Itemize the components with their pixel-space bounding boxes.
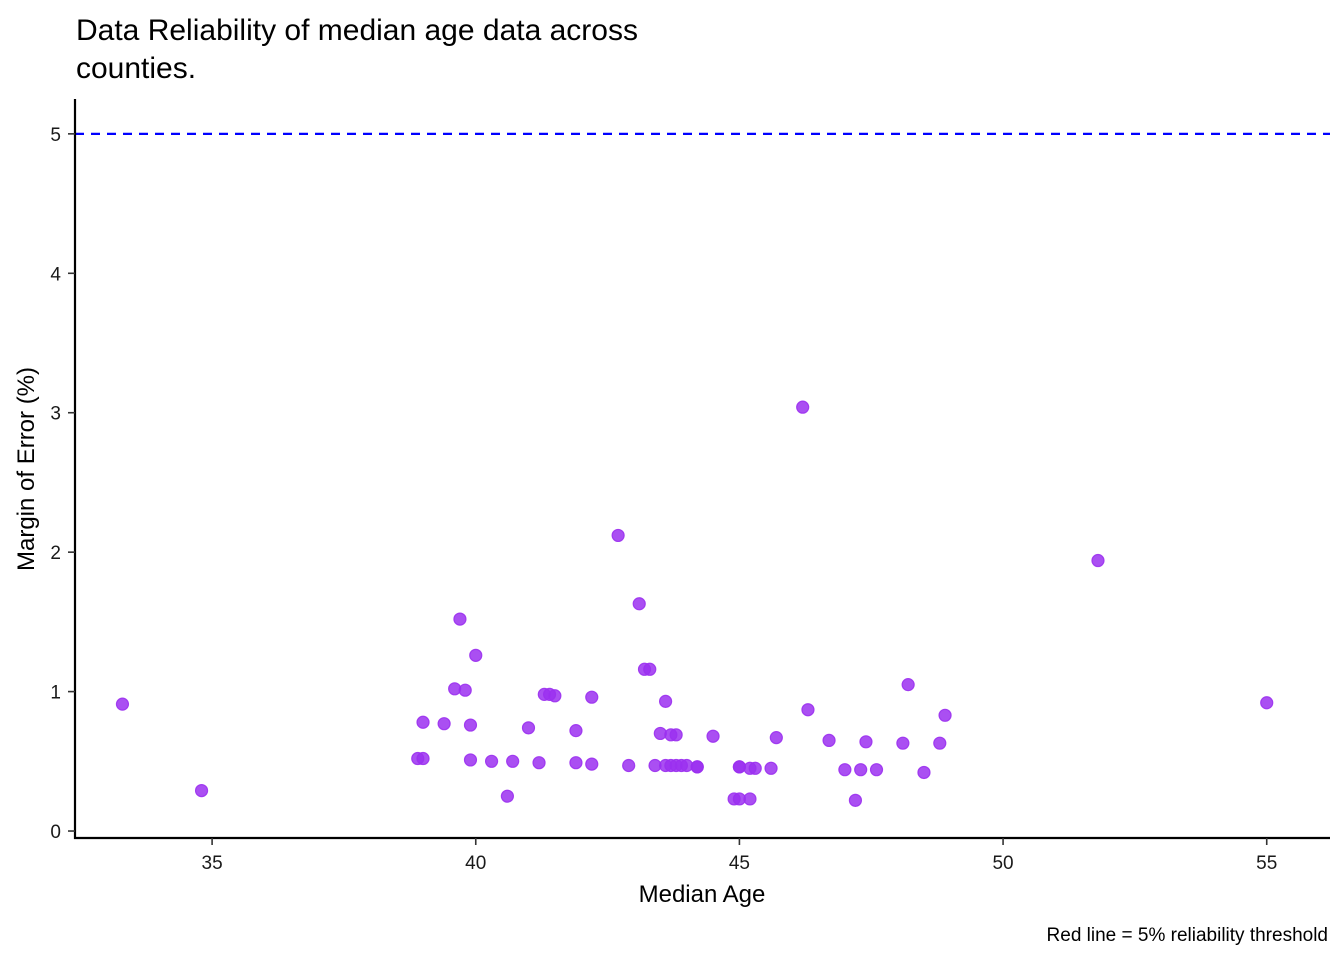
data-point (854, 763, 868, 777)
x-axis-ticks: 35 40 45 50 55 (202, 838, 1277, 874)
data-point (622, 758, 636, 773)
data-point (500, 789, 514, 803)
data-point (690, 760, 704, 774)
data-point (769, 731, 783, 745)
y-tick-label: 3 (50, 404, 61, 425)
data-point (933, 736, 947, 750)
data-point (458, 683, 472, 697)
y-tick-label: 5 (50, 125, 61, 146)
y-tick-label: 0 (50, 822, 61, 843)
y-tick-label: 4 (50, 264, 61, 285)
data-point (437, 717, 451, 731)
y-tick-label: 2 (50, 543, 61, 564)
data-point (764, 761, 778, 775)
x-tick-label: 35 (202, 853, 223, 874)
data-point (463, 753, 478, 767)
data-point (859, 735, 873, 749)
data-point (796, 400, 810, 414)
chart-title-line-2: counties. (76, 52, 196, 85)
data-point (917, 765, 931, 780)
data-point (938, 708, 952, 722)
data-point (801, 703, 815, 717)
data-point (569, 756, 583, 770)
data-point (643, 662, 657, 676)
data-point (869, 763, 884, 777)
x-tick-label: 45 (729, 853, 750, 874)
data-point (632, 597, 646, 611)
chart-title-line-1: Data Reliability of median age data acro… (76, 14, 638, 47)
chart-caption: Red line = 5% reliability threshold (1047, 925, 1328, 946)
data-point (822, 733, 836, 747)
data-point (569, 724, 583, 738)
y-axis-title: Margin of Error (%) (13, 367, 40, 571)
x-tick-label: 55 (1256, 853, 1277, 874)
data-point (548, 689, 562, 703)
data-point (706, 729, 720, 743)
x-tick-label: 40 (465, 853, 486, 874)
y-tick-label: 1 (50, 683, 61, 704)
data-point (453, 612, 467, 626)
data-point (896, 736, 910, 750)
data-point (585, 690, 599, 704)
data-point (115, 697, 130, 711)
data-point (532, 756, 546, 770)
data-point (1091, 553, 1105, 568)
data-point (748, 761, 762, 775)
data-point (416, 715, 430, 729)
data-point (611, 528, 625, 543)
data-point (484, 754, 499, 768)
plot-area (75, 132, 1330, 807)
data-point (416, 751, 430, 766)
data-point (469, 648, 483, 662)
data-point (848, 793, 863, 807)
data-point (521, 721, 536, 735)
y-axis-ticks: 0 1 2 3 4 5 (50, 125, 75, 843)
x-tick-label: 50 (992, 853, 1013, 874)
x-axis-title: Median Age (639, 881, 766, 908)
data-point (743, 792, 757, 806)
data-point (901, 678, 915, 692)
data-point (463, 718, 478, 732)
data-point (506, 754, 520, 768)
data-point (669, 728, 683, 742)
data-point (194, 783, 209, 798)
data-point (838, 763, 852, 777)
data-point (658, 694, 673, 708)
data-point (1260, 696, 1274, 710)
data-point (585, 757, 599, 771)
